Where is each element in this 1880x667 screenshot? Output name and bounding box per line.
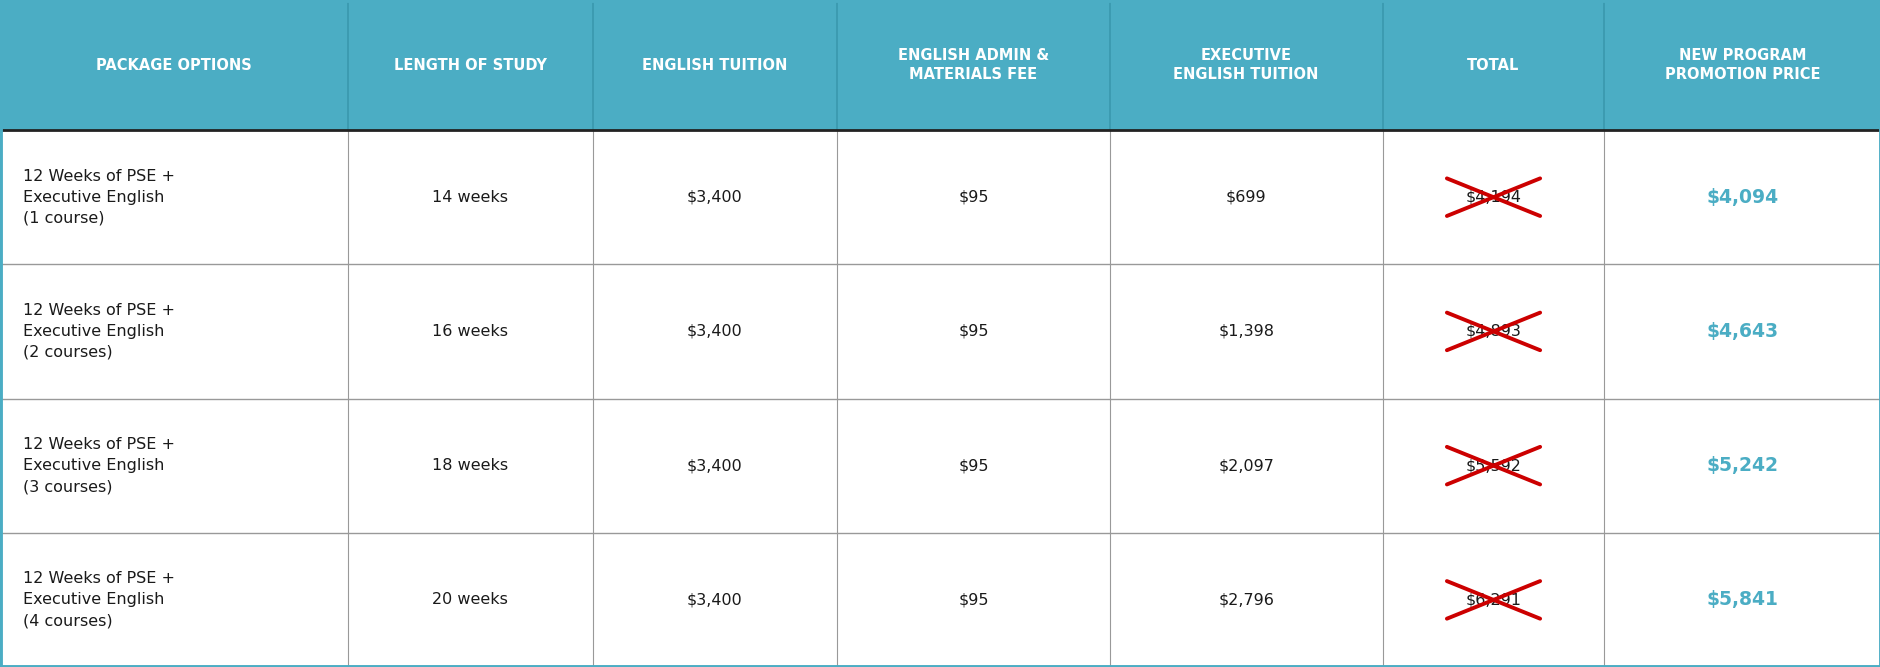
Text: $5,592: $5,592: [1465, 458, 1521, 473]
Bar: [1382, 0, 1604, 130]
Text: $4,194: $4,194: [1465, 189, 1521, 205]
Text: $699: $699: [1226, 189, 1265, 205]
Text: EXECUTIVE
ENGLISH TUITION: EXECUTIVE ENGLISH TUITION: [1173, 47, 1318, 83]
Bar: [0, 0, 348, 130]
Text: $4,643: $4,643: [1705, 322, 1778, 341]
Text: $95: $95: [957, 458, 989, 473]
Bar: [1604, 0, 1880, 130]
Bar: [348, 0, 592, 130]
Text: 18 weeks: 18 weeks: [432, 458, 508, 473]
Text: 12 Weeks of PSE +
Executive English
(4 courses): 12 Weeks of PSE + Executive English (4 c…: [23, 572, 175, 628]
Text: 12 Weeks of PSE +
Executive English
(3 courses): 12 Weeks of PSE + Executive English (3 c…: [23, 437, 175, 494]
Text: $3,400: $3,400: [686, 458, 743, 473]
Text: $3,400: $3,400: [686, 592, 743, 608]
Text: LENGTH OF STUDY: LENGTH OF STUDY: [393, 57, 547, 73]
Bar: [0, 130, 1880, 264]
Bar: [592, 0, 837, 130]
Bar: [837, 0, 1109, 130]
Text: $1,398: $1,398: [1218, 324, 1273, 339]
Text: TOTAL: TOTAL: [1466, 57, 1519, 73]
Text: $3,400: $3,400: [686, 324, 743, 339]
Text: 12 Weeks of PSE +
Executive English
(1 course): 12 Weeks of PSE + Executive English (1 c…: [23, 169, 175, 225]
Text: $2,796: $2,796: [1218, 592, 1273, 608]
Text: $95: $95: [957, 324, 989, 339]
Text: 14 weeks: 14 weeks: [432, 189, 508, 205]
Text: 16 weeks: 16 weeks: [432, 324, 508, 339]
Text: $6,291: $6,291: [1465, 592, 1521, 608]
Text: $4,094: $4,094: [1705, 187, 1778, 207]
Text: $2,097: $2,097: [1218, 458, 1273, 473]
Text: $95: $95: [957, 592, 989, 608]
Text: ENGLISH ADMIN &
MATERIALS FEE: ENGLISH ADMIN & MATERIALS FEE: [897, 47, 1049, 83]
Bar: [0, 533, 1880, 667]
Text: $5,841: $5,841: [1705, 590, 1778, 610]
Text: 20 weeks: 20 weeks: [432, 592, 508, 608]
Bar: [0, 399, 1880, 533]
Text: $5,242: $5,242: [1705, 456, 1778, 475]
Text: $95: $95: [957, 189, 989, 205]
Bar: [1109, 0, 1382, 130]
Text: ENGLISH TUITION: ENGLISH TUITION: [641, 57, 788, 73]
Text: NEW PROGRAM
PROMOTION PRICE: NEW PROGRAM PROMOTION PRICE: [1664, 47, 1820, 83]
Text: 12 Weeks of PSE +
Executive English
(2 courses): 12 Weeks of PSE + Executive English (2 c…: [23, 303, 175, 360]
Bar: [0, 264, 1880, 399]
Text: $3,400: $3,400: [686, 189, 743, 205]
Text: $4,893: $4,893: [1465, 324, 1521, 339]
Text: PACKAGE OPTIONS: PACKAGE OPTIONS: [96, 57, 252, 73]
